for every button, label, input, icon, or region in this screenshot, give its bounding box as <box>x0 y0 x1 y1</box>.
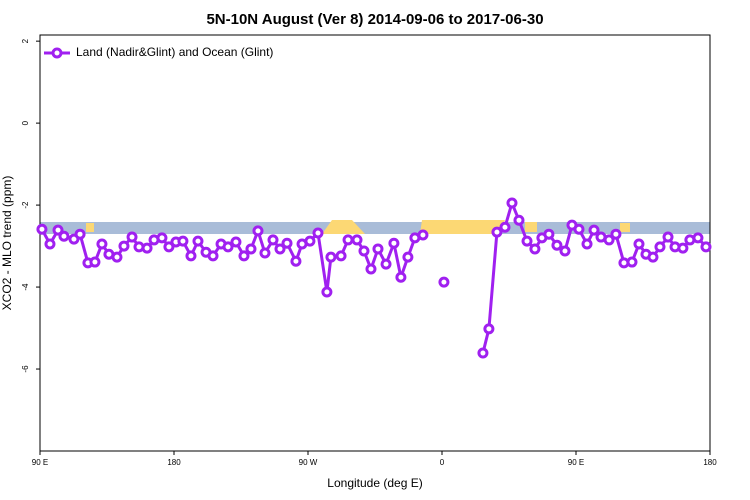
point <box>662 231 674 243</box>
x-tick-label: 90 W <box>299 458 318 467</box>
point <box>417 229 429 241</box>
point <box>647 251 659 263</box>
point <box>573 223 585 235</box>
point <box>395 271 407 283</box>
point <box>654 241 666 253</box>
point <box>304 235 316 247</box>
legend-label: Land (Nadir&Glint) and Ocean (Glint) <box>76 45 273 59</box>
point <box>96 238 108 250</box>
point <box>230 236 242 248</box>
map-strip <box>40 220 710 234</box>
point <box>633 238 645 250</box>
point <box>551 239 563 251</box>
point <box>74 228 86 240</box>
point <box>222 241 234 253</box>
point <box>185 250 197 262</box>
point <box>626 256 638 268</box>
point <box>692 232 704 244</box>
point <box>207 250 219 262</box>
x-tick-label: 180 <box>167 458 181 467</box>
point <box>58 230 70 242</box>
point <box>238 250 250 262</box>
point <box>52 224 64 236</box>
point <box>245 243 257 255</box>
point <box>588 224 600 236</box>
point <box>351 234 363 246</box>
point <box>529 243 541 255</box>
chart-title: 5N-10N August (Ver 8) 2014-09-06 to 2017… <box>206 11 543 28</box>
point <box>342 234 354 246</box>
point <box>483 323 495 335</box>
y-axis-title: XCO2 - MLO trend (ppm) <box>0 176 14 311</box>
point <box>677 242 689 254</box>
legend-marker <box>51 47 63 59</box>
y-tick-label: -6 <box>21 365 30 373</box>
y-tick-label: 0 <box>21 120 30 125</box>
point <box>491 226 503 238</box>
point <box>603 234 615 246</box>
legend: Land (Nadir&Glint) and Ocean (Glint) <box>44 45 273 59</box>
point <box>118 240 130 252</box>
point <box>335 250 347 262</box>
point <box>274 243 286 255</box>
y-tick-label: -2 <box>21 201 30 209</box>
point <box>388 237 400 249</box>
point <box>380 258 392 270</box>
point <box>312 227 324 239</box>
point <box>141 242 153 254</box>
point <box>192 235 204 247</box>
point <box>543 228 555 240</box>
point <box>513 214 525 226</box>
point <box>358 245 370 257</box>
point <box>163 241 175 253</box>
point <box>325 251 337 263</box>
point <box>559 245 571 257</box>
point <box>365 263 377 275</box>
point <box>44 238 56 250</box>
point <box>499 221 511 233</box>
point <box>477 347 489 359</box>
point <box>610 228 622 240</box>
point <box>111 251 123 263</box>
y-tick-label: 2 <box>21 38 30 43</box>
point <box>126 231 138 243</box>
x-axis-title: Longitude (deg E) <box>327 476 422 490</box>
point <box>89 256 101 268</box>
x-tick-label: 90 E <box>32 458 48 467</box>
y-tick-label: -4 <box>21 283 30 291</box>
point <box>438 276 450 288</box>
point <box>402 251 414 263</box>
point <box>267 234 279 246</box>
point <box>521 235 533 247</box>
x-tick-label: 90 E <box>568 458 584 467</box>
x-tick-label: 180 <box>703 458 717 467</box>
point <box>36 223 48 235</box>
point <box>252 225 264 237</box>
point <box>506 197 518 209</box>
point <box>281 237 293 249</box>
point <box>177 235 189 247</box>
point <box>700 241 712 253</box>
point <box>321 286 333 298</box>
point <box>156 232 168 244</box>
point <box>259 247 271 259</box>
point <box>372 243 384 255</box>
point <box>290 255 302 267</box>
plot-frame <box>39 34 711 452</box>
x-tick-label: 0 <box>440 458 445 467</box>
point <box>581 238 593 250</box>
